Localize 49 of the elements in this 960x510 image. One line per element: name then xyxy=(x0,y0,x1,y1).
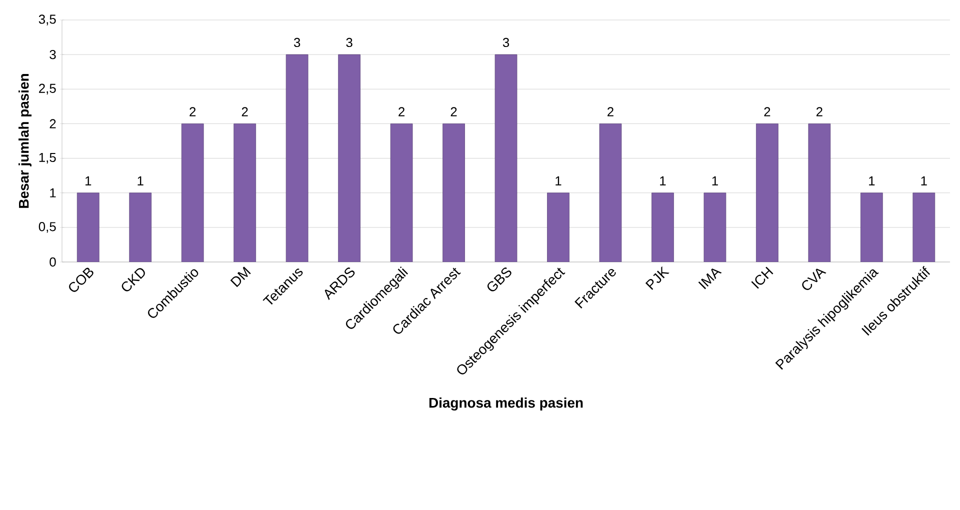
y-tick-label: 0 xyxy=(50,257,56,267)
bar xyxy=(129,192,152,262)
x-tick-label: DM xyxy=(230,266,251,288)
bar xyxy=(704,192,726,262)
y-tick-label: 1,5 xyxy=(39,152,56,164)
data-label: 2 xyxy=(450,107,457,116)
bar xyxy=(494,54,518,262)
data-label: 1 xyxy=(86,176,92,186)
y-tick-label: 2 xyxy=(50,119,56,128)
bar xyxy=(756,124,778,262)
x-tick-label: IMA xyxy=(698,268,722,290)
bar xyxy=(547,192,570,262)
data-label: 2 xyxy=(816,107,822,116)
data-label: 2 xyxy=(764,107,770,116)
data-label: 2 xyxy=(242,107,248,116)
data-label: 1 xyxy=(556,176,562,186)
data-label: 2 xyxy=(608,107,614,116)
data-label: 1 xyxy=(921,176,927,186)
x-tick-label: CKD xyxy=(122,268,145,292)
bar xyxy=(442,124,465,262)
bar xyxy=(286,54,308,262)
data-label: 3 xyxy=(502,38,510,48)
data-label: 1 xyxy=(138,176,144,186)
x-tick-label: ICH xyxy=(751,266,774,289)
bar xyxy=(234,124,256,262)
bar xyxy=(181,124,204,262)
data-label: 3 xyxy=(294,38,300,48)
y-tick-label: 3 xyxy=(50,50,56,60)
data-label: 2 xyxy=(398,107,404,116)
data-label: 1 xyxy=(660,176,666,186)
y-tick-label: 3,5 xyxy=(38,14,56,26)
data-label: 2 xyxy=(190,107,196,116)
data-label: 1 xyxy=(712,176,718,186)
y-tick-label: 0,5 xyxy=(38,222,56,233)
x-tick-label: PJK xyxy=(645,266,670,290)
bar xyxy=(390,124,413,262)
bar xyxy=(338,54,360,262)
data-label: 3 xyxy=(346,38,352,48)
x-axis-title: Diagnosa medis pasien xyxy=(429,397,583,411)
bar xyxy=(599,124,622,262)
bar xyxy=(808,124,831,262)
y-tick-label: 1 xyxy=(50,188,56,198)
bar xyxy=(912,192,936,262)
data-label: 1 xyxy=(869,176,875,186)
y-axis-title: Besar jumlah pasien xyxy=(18,74,32,208)
bar xyxy=(76,192,100,262)
bar xyxy=(652,192,674,262)
bar xyxy=(860,192,883,262)
y-tick-label: 2,5 xyxy=(39,84,56,94)
